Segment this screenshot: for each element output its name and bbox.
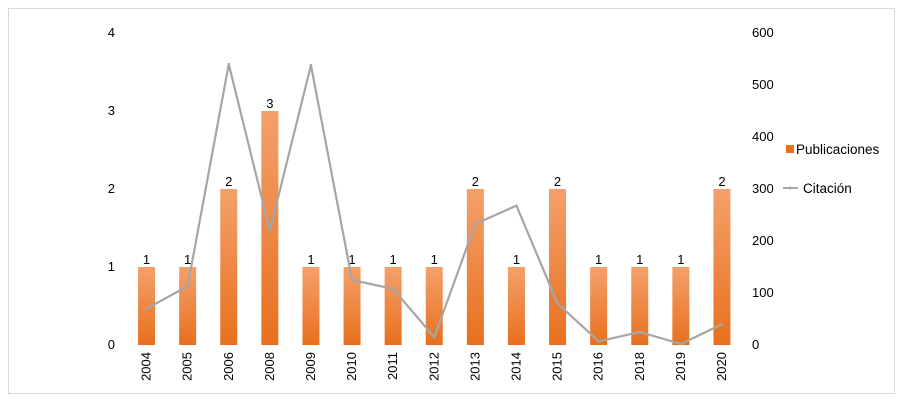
- bar-label-2016: 1: [595, 252, 602, 267]
- legend: Publicaciones Citación: [783, 142, 880, 196]
- bar-2020: [713, 189, 731, 345]
- x-tick-label-2018: 2018: [632, 352, 647, 381]
- citacion-point-2019: [679, 342, 683, 346]
- right-tick-label: 100: [752, 285, 774, 300]
- citacion-point-2013: [474, 222, 477, 226]
- citacion-point-2006: [227, 62, 231, 66]
- x-tick-label-2012: 2012: [426, 352, 441, 381]
- citacion-point-2009: [309, 63, 313, 67]
- chart-frame: [8, 8, 895, 394]
- bar-label-2008: 3: [266, 96, 273, 111]
- bar-series-publicaciones: [138, 111, 731, 345]
- bar-label-2012: 1: [431, 252, 438, 267]
- left-tick-label: 3: [108, 103, 115, 118]
- bar-label-2014: 1: [513, 252, 520, 267]
- citacion-point-2012: [432, 335, 436, 339]
- citacion-point-2014: [515, 204, 518, 207]
- right-tick-label: 200: [752, 233, 774, 248]
- left-tick-label: 1: [108, 259, 115, 274]
- bar-label-2009: 1: [307, 252, 314, 267]
- line-series-citacion: [145, 62, 724, 346]
- x-tick-label-2009: 2009: [303, 352, 318, 381]
- legend-label-citacion: Citación: [803, 181, 852, 196]
- bar-2010: [343, 267, 361, 345]
- bar-2016: [590, 267, 608, 345]
- right-tick-label: 0: [752, 337, 759, 352]
- bar-2006: [220, 189, 238, 345]
- bar-label-2018: 1: [636, 252, 643, 267]
- citacion-point-2010: [350, 278, 354, 282]
- bar-2004: [138, 267, 156, 345]
- x-tick-label-2010: 2010: [344, 352, 359, 381]
- x-tick-label-2013: 2013: [467, 352, 482, 381]
- right-axis: 0 100 200 300 400 500 600: [752, 25, 774, 352]
- bar-2014: [507, 267, 525, 345]
- x-tick-label-2019: 2019: [673, 352, 688, 381]
- left-axis: 0 1 2 3 4: [108, 25, 115, 352]
- right-tick-label: 600: [752, 25, 774, 40]
- citacion-point-2011: [391, 287, 395, 291]
- bar-label-2004: 1: [143, 252, 150, 267]
- bar-2005: [179, 267, 197, 345]
- bar-label-2011: 1: [390, 252, 397, 267]
- bar-2018: [631, 267, 649, 345]
- x-axis: 2004 2005 2006 2008 2009 2010 2011 2012 2013 2014…: [139, 352, 729, 381]
- legend-swatch-publicaciones: [786, 145, 794, 153]
- x-tick-label-2008: 2008: [262, 352, 277, 381]
- left-tick-label: 4: [108, 25, 115, 40]
- citacion-point-2015: [556, 302, 559, 305]
- bar-label-2005: 1: [184, 252, 191, 267]
- citacion-point-2004: [145, 307, 148, 310]
- bar-2012: [425, 267, 443, 345]
- citacion-point-2020: [720, 322, 724, 326]
- x-tick-label-2020: 2020: [714, 352, 729, 381]
- bar-data-labels: 1 1 2 3 1 1 1 1 2 1 2 1 1 1 2: [143, 96, 726, 267]
- bar-label-2015: 2: [554, 174, 561, 189]
- citacion-point-2005: [186, 284, 189, 288]
- bar-label-2019: 1: [677, 252, 684, 267]
- bar-label-2010: 1: [348, 252, 355, 267]
- left-tick-label: 2: [108, 181, 115, 196]
- right-tick-label: 300: [752, 181, 774, 196]
- citacion-point-2008: [268, 229, 272, 232]
- x-tick-label-2014: 2014: [508, 352, 523, 381]
- x-tick-label-2011: 2011: [385, 352, 400, 380]
- citacion-point-2016: [597, 340, 600, 343]
- bar-label-2006: 2: [225, 174, 232, 189]
- bar-label-2013: 2: [472, 174, 479, 189]
- bar-2011: [384, 267, 402, 345]
- x-tick-label-2016: 2016: [591, 352, 606, 381]
- right-tick-label: 500: [752, 77, 774, 92]
- bar-2019: [672, 267, 690, 345]
- left-tick-label: 0: [108, 337, 115, 352]
- x-tick-label-2004: 2004: [139, 352, 154, 381]
- x-tick-label-2006: 2006: [221, 352, 236, 381]
- x-tick-label-2015: 2015: [550, 352, 565, 381]
- legend-label-publicaciones: Publicaciones: [796, 142, 880, 157]
- bar-2013: [466, 189, 484, 345]
- citacion-point-2018: [638, 330, 642, 334]
- bar-label-2020: 2: [718, 174, 725, 189]
- x-tick-label-2005: 2005: [180, 352, 195, 381]
- bar-2009: [302, 267, 320, 345]
- right-tick-label: 400: [752, 129, 774, 144]
- bar-2015: [549, 189, 567, 345]
- legend-marker-citacion: [788, 186, 792, 190]
